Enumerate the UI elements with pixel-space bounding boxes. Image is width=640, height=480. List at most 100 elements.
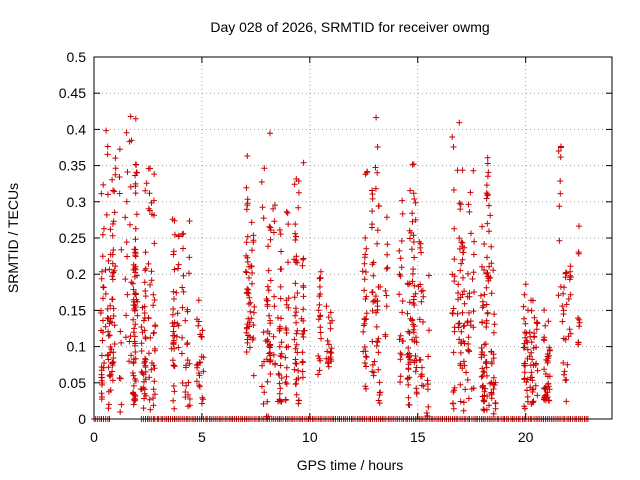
data-point [145, 315, 152, 322]
data-point [292, 312, 299, 319]
data-point [260, 329, 267, 336]
data-point [524, 346, 531, 353]
data-point [148, 366, 155, 373]
data-point [481, 291, 488, 298]
data-point [276, 380, 283, 387]
data-point [123, 129, 130, 136]
data-point [369, 362, 376, 368]
data-point [520, 344, 527, 351]
data-point [410, 239, 417, 245]
data-point [264, 378, 271, 385]
data-point [359, 268, 366, 275]
data-point [282, 354, 289, 361]
data-point [248, 315, 255, 322]
data-point [458, 260, 465, 267]
data-point [102, 290, 109, 297]
data-point [183, 362, 189, 369]
y-axis-label: SRMTID / TECUs [5, 183, 21, 293]
data-point [141, 327, 148, 334]
data-point [409, 218, 416, 225]
data-point [243, 324, 250, 331]
data-point [363, 363, 369, 370]
data-point [418, 298, 425, 305]
data-point [108, 346, 115, 353]
data-point [170, 328, 177, 335]
data-point [169, 357, 176, 364]
data-point [130, 286, 137, 293]
data-point [465, 334, 472, 341]
data-point [130, 382, 137, 389]
data-point [455, 281, 462, 288]
data-point [481, 407, 488, 414]
data-point [109, 276, 116, 283]
data-point [409, 278, 416, 285]
data-point [520, 303, 527, 310]
data-point [424, 386, 431, 393]
data-point [300, 317, 307, 324]
data-point [460, 358, 467, 365]
data-point [278, 375, 285, 382]
data-point [138, 340, 145, 347]
data-point [527, 384, 534, 391]
data-point [523, 330, 530, 337]
data-point [530, 345, 537, 351]
data-point [405, 394, 412, 401]
data-point [184, 357, 191, 364]
data-point [369, 261, 376, 268]
data-point [375, 349, 382, 356]
data-point [250, 372, 257, 379]
data-point [145, 260, 152, 267]
data-point [521, 369, 528, 376]
data-point [396, 271, 403, 278]
data-point [275, 314, 281, 321]
data-point [293, 330, 300, 337]
data-point [315, 307, 322, 314]
data-point [467, 189, 474, 196]
data-point [132, 349, 139, 355]
data-point [459, 243, 466, 250]
data-point [184, 308, 191, 315]
data-point [323, 303, 330, 310]
data-point [419, 364, 425, 371]
data-point [490, 329, 497, 336]
data-point [484, 154, 491, 161]
data-point [150, 395, 157, 402]
data-point [122, 214, 129, 221]
data-point [200, 396, 206, 403]
data-points [91, 113, 591, 422]
data-point [522, 362, 529, 369]
data-point [271, 293, 278, 300]
data-point [488, 348, 495, 355]
data-point [523, 379, 530, 386]
data-point [300, 256, 306, 263]
data-point [481, 392, 488, 399]
data-point [449, 134, 456, 140]
data-point [576, 223, 582, 230]
data-point [109, 296, 116, 303]
grid-lines [94, 57, 612, 419]
data-point [328, 350, 335, 357]
data-point [564, 361, 571, 368]
data-point [457, 398, 464, 405]
data-point [133, 169, 140, 176]
data-point [126, 358, 133, 365]
data-point [293, 376, 300, 383]
data-point [277, 295, 284, 302]
data-point [100, 181, 107, 188]
data-point [293, 391, 300, 398]
data-point [526, 353, 533, 360]
data-point [361, 254, 368, 261]
data-point [109, 377, 116, 384]
data-point [131, 395, 138, 402]
data-point [132, 355, 139, 362]
data-point [300, 334, 307, 340]
data-point [451, 225, 458, 232]
data-point [488, 260, 495, 267]
data-point [417, 240, 424, 247]
data-point [416, 316, 423, 323]
data-point [169, 216, 176, 223]
data-point [490, 386, 497, 392]
data-point [362, 171, 369, 178]
data-point [526, 329, 533, 336]
data-point [575, 250, 582, 257]
